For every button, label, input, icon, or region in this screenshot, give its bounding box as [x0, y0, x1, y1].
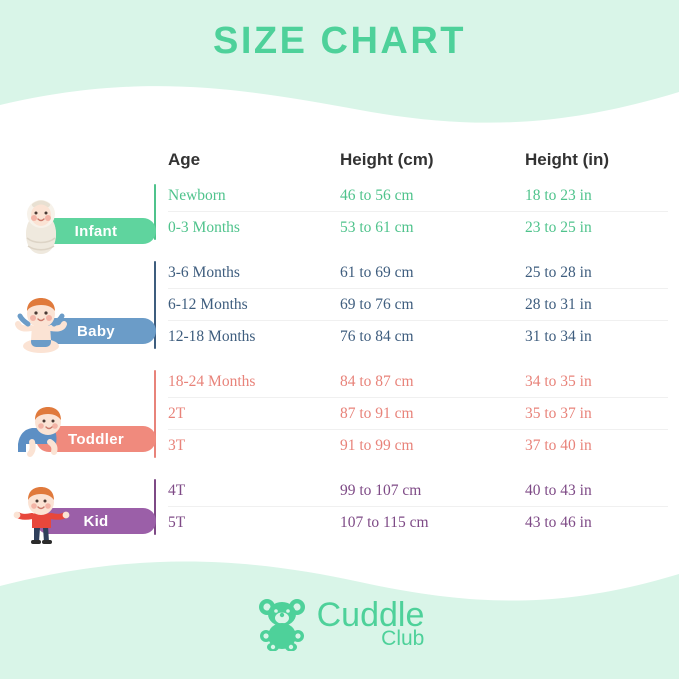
category-label-infant: Infant	[74, 222, 118, 240]
teddy-bear-icon	[258, 599, 305, 651]
page-title: SIZE CHART	[213, 20, 466, 62]
brand-name-sub: Club	[381, 626, 425, 650]
table-row: 3T 91 to 99 cm 37 to 40 in	[168, 430, 668, 462]
group-accent-bar-baby	[154, 261, 156, 349]
cell-age: 3-6 Months	[168, 263, 240, 281]
brand-logo: Cuddle Club	[0, 595, 679, 651]
table-row: 0-3 Months 53 to 61 cm 23 to 25 in	[168, 212, 668, 244]
top-wave-band	[0, 0, 679, 130]
table-row: 4T 99 to 107 cm 40 to 43 in	[168, 475, 668, 507]
cell-height-cm: 84 to 87 cm	[340, 372, 414, 390]
bottom-wave-band	[0, 544, 679, 679]
cell-age: 2T	[168, 404, 186, 422]
cell-height-cm: 91 to 99 cm	[340, 437, 414, 454]
cell-age: 3T	[168, 437, 186, 454]
cell-height-cm: 61 to 69 cm	[340, 263, 414, 281]
cell-age: 4T	[168, 481, 186, 499]
cell-height-in: 31 to 34 in	[525, 328, 592, 345]
group-kid: 4T 99 to 107 cm 40 to 43 in 5T 107 to 11…	[154, 475, 668, 539]
table-row: 6-12 Months 69 to 76 cm 28 to 31 in	[168, 289, 668, 321]
category-badge-baby[interactable]: Baby	[8, 298, 156, 353]
group-accent-bar-toddler	[154, 370, 156, 458]
table-row: 18-24 Months 84 to 87 cm 34 to 35 in	[168, 366, 668, 398]
category-label-toddler: Toddler	[68, 430, 124, 448]
category-badge-kid[interactable]: Kid	[8, 487, 156, 544]
cell-height-cm: 87 to 91 cm	[340, 404, 414, 422]
category-badge-toddler[interactable]: Toddler	[8, 407, 156, 457]
cell-age: 5T	[168, 514, 186, 531]
cell-height-in: 40 to 43 in	[525, 481, 592, 499]
group-spacer	[168, 244, 668, 257]
cell-height-cm: 53 to 61 cm	[340, 219, 414, 236]
cell-age: 18-24 Months	[168, 372, 256, 390]
cell-age: Newborn	[168, 186, 226, 204]
cell-height-in: 34 to 35 in	[525, 372, 592, 390]
cell-height-in: 37 to 40 in	[525, 437, 592, 454]
category-pill-kid[interactable]: Kid	[36, 508, 156, 534]
cell-height-in: 28 to 31 in	[525, 295, 592, 313]
cell-height-cm: 107 to 115 cm	[340, 514, 429, 531]
cell-height-in: 23 to 25 in	[525, 219, 592, 236]
group-spacer	[168, 353, 668, 366]
table-row: Newborn 46 to 56 cm 18 to 23 in	[168, 180, 668, 212]
group-baby: 3-6 Months 61 to 69 cm 25 to 28 in 6-12 …	[154, 257, 668, 353]
cell-age: 6-12 Months	[168, 295, 248, 313]
cell-height-cm: 46 to 56 cm	[340, 186, 414, 204]
table-header-row: Age Height (cm) Height (in)	[168, 140, 668, 180]
column-header-age: Age	[168, 150, 201, 169]
table-row: 3-6 Months 61 to 69 cm 25 to 28 in	[168, 257, 668, 289]
brand-name-main: Cuddle	[316, 595, 425, 634]
size-chart-table-area: Age Height (cm) Height (in) Newborn 46 t…	[0, 140, 679, 560]
crawling-toddler-icon	[18, 407, 61, 457]
group-toddler: 18-24 Months 84 to 87 cm 34 to 35 in 2T …	[154, 366, 668, 462]
standing-kid-icon	[13, 487, 70, 544]
column-header-height-cm: Height (cm)	[340, 150, 434, 169]
cell-height-cm: 99 to 107 cm	[340, 481, 422, 499]
category-label-kid: Kid	[83, 512, 109, 530]
column-header-height-in: Height (in)	[525, 150, 610, 169]
group-spacer	[168, 462, 668, 475]
category-badge-infant[interactable]: Infant	[8, 200, 156, 254]
group-infant: Newborn 46 to 56 cm 18 to 23 in 0-3 Mont…	[154, 180, 668, 244]
cell-height-in: 35 to 37 in	[525, 404, 592, 422]
brand-wordmark: Cuddle Club	[317, 598, 425, 649]
category-badges: Infant Baby	[0, 140, 168, 560]
sitting-baby-icon	[15, 298, 67, 353]
category-label-baby: Baby	[77, 322, 115, 340]
size-chart-table: Age Height (cm) Height (in) Newborn 46 t…	[154, 140, 668, 539]
cell-height-in: 43 to 46 in	[525, 514, 592, 531]
cell-age: 12-18 Months	[168, 328, 256, 345]
cell-age: 0-3 Months	[168, 219, 240, 236]
cell-height-cm: 76 to 84 cm	[340, 328, 414, 345]
cell-height-in: 18 to 23 in	[525, 186, 592, 204]
cell-height-cm: 69 to 76 cm	[340, 295, 414, 313]
table-row: 2T 87 to 91 cm 35 to 37 in	[168, 398, 668, 430]
swaddled-baby-icon	[26, 200, 56, 254]
table-row: 5T 107 to 115 cm 43 to 46 in	[168, 507, 668, 539]
cell-height-in: 25 to 28 in	[525, 263, 592, 281]
table-row: 12-18 Months 76 to 84 cm 31 to 34 in	[168, 321, 668, 353]
category-pill-infant[interactable]: Infant	[36, 218, 156, 244]
group-accent-bar-infant	[154, 184, 156, 240]
group-accent-bar-kid	[154, 479, 156, 535]
